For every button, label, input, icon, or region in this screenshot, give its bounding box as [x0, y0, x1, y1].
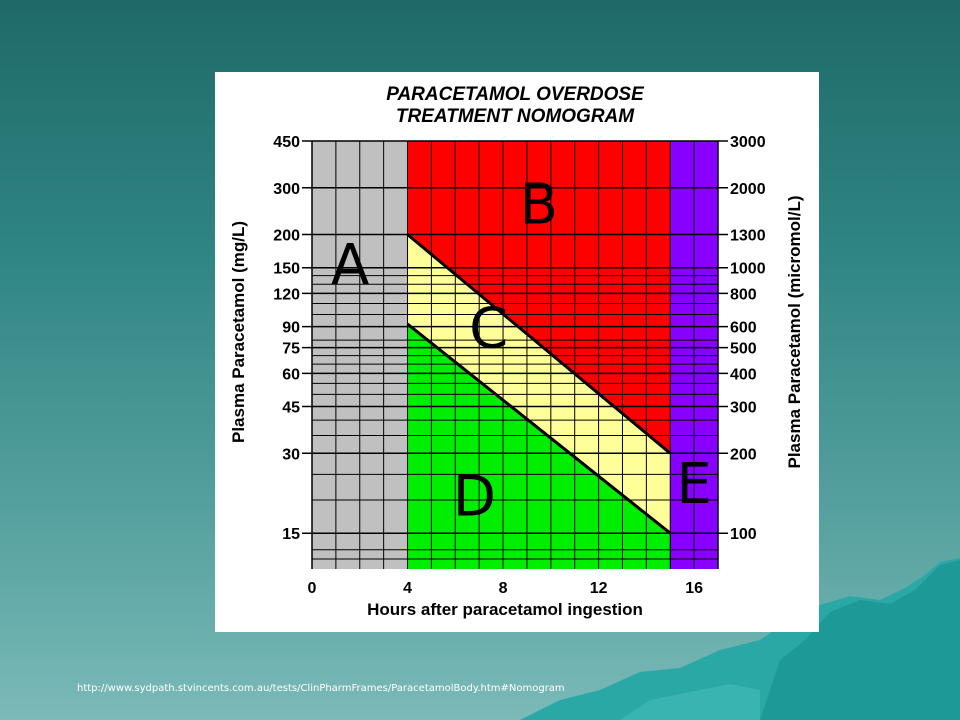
y-tick-left-label: 15 [282, 526, 300, 543]
nomogram-chart-panel: PARACETAMOL OVERDOSE TREATMENT NOMOGRAM … [215, 72, 819, 632]
y-tick-right-label: 300 [730, 400, 757, 417]
chart-title-line-1: PARACETAMOL OVERDOSE [386, 84, 645, 105]
y-tick-left-label: 45 [282, 400, 300, 417]
y-tick-left-label: 90 [282, 320, 300, 337]
y-tick-right-label: 3000 [730, 134, 766, 151]
y-tick-right-label: 500 [730, 341, 757, 358]
y-tick-left-label: 60 [282, 366, 300, 383]
x-tick-label: 8 [499, 580, 508, 597]
chart-title-line-2: TREATMENT NOMOGRAM [396, 106, 635, 127]
y-tick-left-label: 30 [282, 446, 300, 463]
y-axis-right-ticks: 3000 2000 1300 1000 800 600 500 400 300 200 100 [730, 134, 766, 543]
y-tick-right-label: 2000 [730, 181, 766, 198]
region-label-e: E [676, 452, 711, 517]
y-tick-right-label: 1000 [730, 261, 766, 278]
region-label-b: B [520, 173, 558, 238]
x-tick-label: 0 [308, 580, 317, 597]
y-axis-left-ticks: 450 300 200 150 120 90 75 60 45 30 15 [273, 134, 300, 543]
treatment-line-upper [406, 233, 672, 455]
region-d-area [407, 324, 671, 569]
y-tick-right-label: 800 [730, 286, 757, 303]
plot-area [302, 140, 728, 569]
y-tick-left-label: 120 [273, 286, 300, 303]
horizontal-gridlines [302, 140, 728, 560]
source-url-link[interactable]: http://www.sydpath.stvincents.com.au/tes… [77, 683, 565, 694]
y-axis-right-title: Plasma Paracetamol (micromol/L) [785, 195, 804, 468]
y-tick-left-label: 75 [282, 341, 300, 358]
y-axis-left-title: Plasma Paracetamol (mg/L) [229, 221, 248, 443]
y-tick-right-label: 100 [730, 526, 757, 543]
vertical-gridlines [311, 141, 719, 569]
y-tick-left-label: 150 [273, 261, 300, 278]
y-tick-right-label: 1300 [730, 228, 766, 245]
y-tick-left-label: 300 [273, 181, 300, 198]
y-tick-right-label: 400 [730, 366, 757, 383]
region-label-c: C [469, 297, 508, 362]
x-tick-label: 4 [403, 580, 412, 597]
x-tick-label: 16 [685, 580, 703, 597]
y-tick-left-label: 200 [273, 228, 300, 245]
y-tick-left-label: 450 [273, 134, 300, 151]
x-axis-title: Hours after paracetamol ingestion [367, 600, 643, 619]
y-tick-right-label: 200 [730, 446, 757, 463]
treatment-line-lower [406, 322, 672, 535]
x-tick-label: 12 [590, 580, 608, 597]
region-label-d: D [453, 464, 496, 529]
region-label-a: A [331, 233, 369, 298]
y-tick-right-label: 600 [730, 320, 757, 337]
nomogram-chart: PARACETAMOL OVERDOSE TREATMENT NOMOGRAM … [229, 84, 804, 619]
x-axis-ticks: 0 4 8 12 16 [308, 580, 704, 597]
